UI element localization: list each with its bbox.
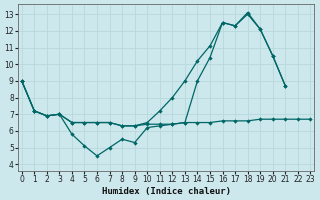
X-axis label: Humidex (Indice chaleur): Humidex (Indice chaleur) (101, 187, 231, 196)
